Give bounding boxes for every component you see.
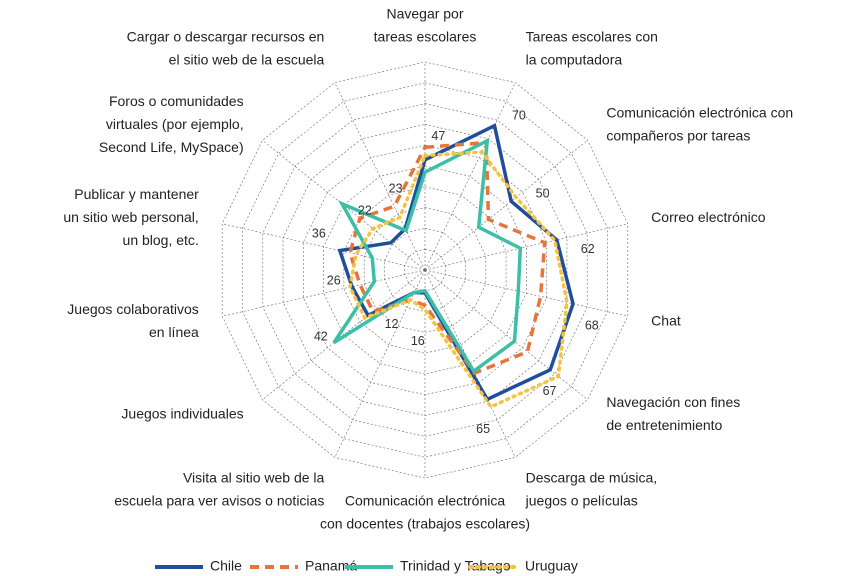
category-label: Comunicación electrónica	[345, 493, 506, 509]
axis-value-label: 67	[543, 384, 557, 398]
legend-label: Panamá	[305, 558, 357, 574]
category-label: un sitio web personal,	[63, 209, 198, 225]
category-label: Juegos colaborativos	[67, 301, 199, 317]
category-label: Descarga de música,	[526, 470, 658, 486]
category-label: Comunicación electrónica con	[606, 105, 793, 121]
axis-value-label: 62	[581, 242, 595, 256]
axis-value-label: 12	[385, 317, 399, 331]
axis-value-label: 70	[512, 109, 526, 123]
axis-value-label: 26	[327, 274, 341, 288]
category-label: Cargar o descargar recursos en	[127, 29, 325, 45]
category-label: Foros o comunidades	[109, 93, 244, 109]
axis-value-label: 22	[358, 204, 372, 218]
axis-value-label: 50	[536, 186, 550, 200]
axis-value-label: 16	[411, 334, 425, 348]
category-label: Navegar por	[386, 6, 463, 22]
grid-spoke	[222, 223, 426, 271]
category-label: Chat	[651, 312, 681, 328]
grid-ring	[363, 207, 487, 333]
grid-spoke	[424, 269, 588, 400]
legend-label: Uruguay	[525, 558, 578, 574]
category-label: un blog, etc.	[123, 232, 199, 248]
axis-value-label: 47	[431, 129, 445, 143]
category-label: de entretenimiento	[606, 417, 722, 433]
category-label: Tareas escolares con	[526, 29, 658, 45]
grid-spoke	[424, 223, 628, 271]
category-label: Publicar y mantener	[74, 186, 199, 202]
category-label: el sitio web de la escuela	[169, 52, 325, 68]
axis-value-label: 23	[389, 181, 403, 195]
category-label: Navegación con fines	[606, 394, 740, 410]
axis-value-label: 42	[314, 330, 328, 344]
grid-spoke	[334, 269, 426, 458]
legend-label: Chile	[210, 558, 242, 574]
category-label: Visita al sitio web de la	[183, 470, 325, 486]
category-label: Juegos individuales	[121, 405, 243, 421]
category-label: virtuales (por ejemplo,	[106, 116, 244, 132]
legend-label: Trinidad y Tabago	[400, 558, 511, 574]
axis-value-label: 68	[585, 318, 599, 332]
category-label: Second Life, MySpace)	[99, 139, 244, 155]
category-label: con docentes (trabajos escolares)	[320, 516, 530, 532]
category-label: escuela para ver avisos o noticias	[114, 493, 324, 509]
grid-spoke	[424, 140, 588, 271]
axis-value-label: 36	[312, 227, 326, 241]
category-label: en línea	[149, 324, 199, 340]
grid-spoke	[334, 82, 426, 271]
category-label: tareas escolares	[374, 29, 477, 45]
grid-ring	[262, 103, 588, 437]
grid-spoke	[424, 82, 516, 271]
axis-value-label: 65	[476, 422, 490, 436]
grid-spoke	[424, 269, 628, 317]
category-label: la computadora	[526, 52, 623, 68]
category-label: compañeros por tareas	[606, 128, 750, 144]
series-line	[332, 137, 523, 374]
category-label: Correo electrónico	[651, 209, 766, 225]
grid-spoke	[222, 269, 426, 317]
series-line	[348, 150, 569, 410]
category-label: juegos o películas	[525, 493, 638, 509]
